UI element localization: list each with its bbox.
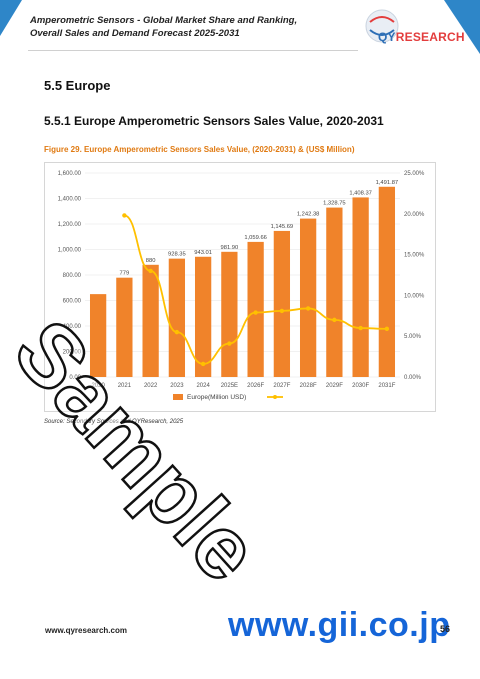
sales-value-chart: 0.00 200.00 400.00 600.00 800.00 1,000.00 1,20…	[58, 171, 425, 401]
y-right-tick-label: 5.00%	[404, 334, 422, 340]
bar-data-label: 1,059.66	[244, 235, 267, 241]
corner-decoration-left	[0, 0, 22, 36]
figure-caption: Figure 29. Europe Amperometric Sensors S…	[44, 145, 355, 154]
bar-data-label: 928.35	[168, 252, 186, 258]
bar-data-label: 981.90	[221, 245, 239, 251]
x-tick-label: 2021	[118, 383, 132, 389]
line-point	[384, 326, 390, 332]
y-right-tick-label: 25.00%	[404, 171, 425, 177]
bar	[299, 218, 317, 377]
y-left-tick-label: 1,400.00	[58, 197, 82, 203]
bar	[273, 230, 291, 377]
x-tick-label: 2025E	[221, 383, 238, 389]
bar	[194, 256, 212, 377]
logo-wordmark: QYRESEARCH	[378, 30, 465, 44]
x-tick-label: 2020	[91, 383, 105, 389]
x-tick-label: 2026F	[247, 383, 264, 389]
legend-swatch-bar	[173, 394, 183, 400]
bar-data-label: 1,491.87	[376, 180, 399, 186]
footer-url[interactable]: www.qyresearch.com	[45, 626, 127, 635]
bar	[142, 264, 159, 377]
x-tick-label: 2027F	[273, 383, 290, 389]
bar	[221, 251, 238, 377]
x-tick-label: 2023	[170, 383, 184, 389]
chart-container: 0.00 200.00 400.00 600.00 800.00 1,000.00 1,20…	[44, 162, 436, 412]
y-left-tick-label: 1,000.00	[58, 248, 82, 254]
bar	[116, 277, 133, 377]
logo-text-accent: RESEARCH	[395, 30, 465, 44]
line-point	[332, 317, 337, 323]
line-point	[358, 325, 363, 331]
bar-data-label: 943.01	[194, 250, 212, 256]
x-tick-label: 2029F	[326, 383, 343, 389]
header-divider	[28, 50, 358, 51]
bar-data-label: 779	[120, 271, 130, 277]
y-left-tick-label: 1,600.00	[58, 171, 82, 177]
line-point	[200, 361, 206, 367]
line-point	[174, 329, 180, 335]
line-point	[279, 308, 285, 314]
page-header: Amperometric Sensors - Global Market Sha…	[0, 0, 480, 62]
y-left-tick-label: 600.00	[63, 299, 82, 305]
legend-label: Europe(Million USD)	[187, 394, 246, 401]
y-left-tick-label: 200.00	[63, 350, 82, 356]
logo-text-main: QY	[378, 30, 396, 44]
y-right-tick-label: 0.00%	[404, 375, 422, 381]
bar	[247, 241, 264, 377]
subsection-heading: 5.5.1 Europe Amperometric Sensors Sales …	[44, 114, 384, 128]
line-point	[148, 268, 153, 274]
y-right-tick-label: 15.00%	[404, 253, 425, 259]
section-heading: 5.5 Europe	[44, 78, 111, 93]
series-line	[124, 214, 387, 365]
x-tick-label: 2024	[196, 383, 210, 389]
gii-watermark: www.gii.co.jp	[228, 606, 451, 644]
page-number: 56	[440, 624, 451, 634]
line-point	[253, 310, 258, 315]
bar	[168, 258, 186, 377]
x-tick-label: 2028F	[300, 383, 317, 389]
bar-data-label: 880	[146, 258, 156, 264]
y-left-tick-label: 0.00	[69, 375, 81, 381]
y-left-tick-label: 400.00	[63, 324, 82, 330]
legend-line-marker	[273, 395, 277, 399]
corner-decoration-right	[444, 0, 480, 54]
y-left-tick-label: 800.00	[63, 273, 82, 279]
source-note: Source: Secondary Sources and QYResearch…	[44, 419, 184, 425]
bar-data-label: 1,408.37	[349, 190, 372, 196]
bar-data-label: 1,328.75	[323, 201, 346, 207]
bar	[352, 197, 369, 377]
bar	[378, 186, 396, 377]
bar	[89, 294, 107, 377]
y-right-tick-label: 20.00%	[404, 212, 425, 218]
report-title: Amperometric Sensors - Global Market Sha…	[30, 15, 298, 39]
bar	[326, 207, 343, 377]
y-left-tick-label: 1,200.00	[58, 222, 82, 228]
x-tick-label: 2022	[144, 383, 158, 389]
qyresearch-logo-icon	[365, 9, 399, 43]
x-tick-label: 2030F	[352, 383, 369, 389]
y-right-tick-label: 10.00%	[404, 293, 425, 299]
x-tick-label: 2031F	[378, 383, 395, 389]
bar-data-label: 1,145.69	[271, 224, 294, 230]
bar-data-label: 1,242.38	[297, 212, 320, 218]
line-point	[122, 213, 127, 218]
line-point	[305, 306, 311, 311]
line-point	[227, 341, 232, 346]
